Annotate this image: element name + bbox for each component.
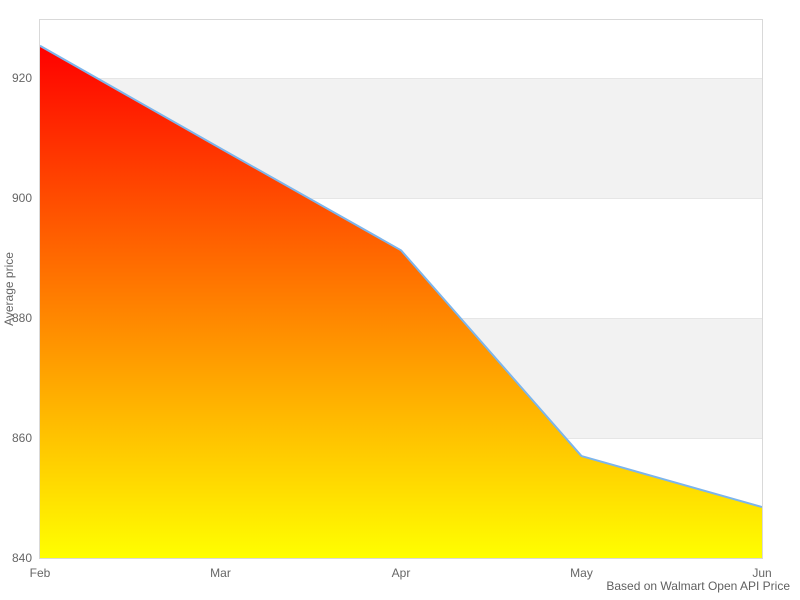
y-tick-label: 900 — [11, 191, 32, 206]
x-tick-label: Apr — [391, 566, 411, 580]
x-tick-label: Feb — [29, 566, 51, 580]
series-line — [40, 44, 762, 508]
gridline — [40, 198, 762, 200]
plot-area — [39, 19, 763, 559]
gridline — [40, 78, 762, 80]
y-tick-label: 860 — [11, 431, 32, 446]
x-tick-label: Jun — [752, 566, 772, 580]
y-tick-label: 880 — [11, 311, 32, 326]
area-series — [40, 44, 762, 558]
y-tick-label: 840 — [11, 551, 32, 565]
x-tick-label: May — [570, 566, 593, 580]
area-fill — [40, 45, 762, 558]
x-tick-label: Mar — [210, 566, 231, 580]
chart-caption: Based on Walmart Open API Price — [606, 579, 790, 593]
y-tick-label: 920 — [11, 71, 32, 86]
